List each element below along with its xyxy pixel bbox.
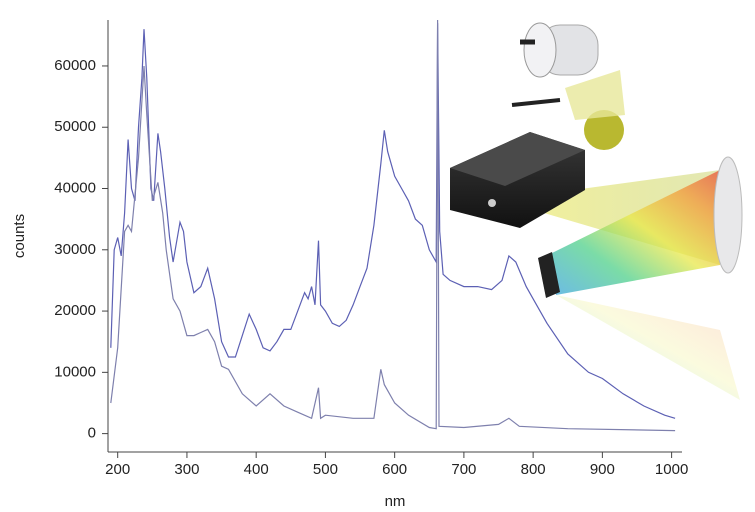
illustration (450, 22, 743, 400)
spectrum-line (110, 23, 676, 419)
y-tick-label: 20000 (54, 302, 96, 319)
x-tick-label: 300 (174, 461, 199, 478)
x-tick-label: 800 (521, 461, 546, 478)
y-tick-label: 30000 (54, 241, 96, 258)
y-tick-label: 50000 (54, 118, 96, 135)
x-tick-label: 200 (105, 461, 130, 478)
x-tick-label: 900 (590, 461, 615, 478)
x-tick-label: 600 (382, 461, 407, 478)
y-tick-label: 60000 (54, 57, 96, 74)
x-axis-title: nm (385, 493, 406, 510)
x-tick-label: 500 (313, 461, 338, 478)
x-tick-label: 1000 (655, 461, 688, 478)
y-tick-label: 10000 (54, 363, 96, 380)
x-tick-label: 400 (244, 461, 269, 478)
spectrum-line (110, 19, 676, 432)
x-tick-label: 700 (451, 461, 476, 478)
y-axis-title: counts (11, 214, 28, 258)
y-tick-label: 40000 (54, 179, 96, 196)
y-tick-label: 0 (88, 425, 96, 442)
